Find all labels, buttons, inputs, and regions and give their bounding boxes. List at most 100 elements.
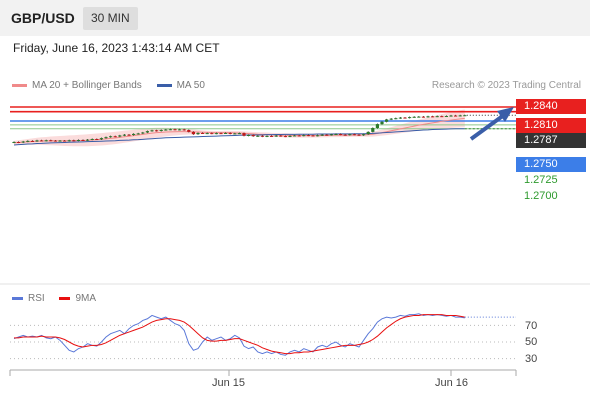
legend-9ma: 9MA: [59, 293, 96, 304]
copyright-text: Research © 2023 Trading Central: [431, 80, 581, 91]
candle-body: [431, 116, 435, 118]
candle-body: [251, 134, 255, 137]
candle-body: [136, 133, 140, 135]
candle-body: [178, 129, 182, 131]
candle-body: [389, 118, 393, 120]
candle-body: [293, 135, 297, 137]
candle-body: [118, 135, 122, 137]
candle-body: [49, 140, 53, 142]
legend-swatch: [12, 83, 27, 87]
candle-body: [224, 132, 228, 134]
candle-body: [104, 137, 108, 139]
candle-body: [302, 135, 306, 137]
legend-label: MA 20 + Bollinger Bands: [32, 80, 142, 91]
target-arrow-shaft: [469, 113, 506, 141]
candle-body: [283, 136, 287, 138]
candle-body: [421, 116, 425, 118]
candle-body: [329, 134, 333, 136]
candle-body: [449, 115, 453, 117]
candle-body: [362, 134, 366, 136]
level-label-1.2725: 1.2725: [524, 174, 558, 186]
x-tick-jun15: Jun 15: [212, 377, 246, 389]
candle-body: [260, 135, 264, 137]
candle-body: [394, 118, 398, 120]
bollinger-band: [14, 109, 465, 147]
rsi-tick-70: 70: [525, 320, 538, 332]
candle-body: [53, 140, 57, 142]
candle-body: [90, 139, 94, 141]
candle-body: [256, 135, 260, 137]
legend-ma20: MA 20 + Bollinger Bands: [12, 80, 142, 91]
legend-ma50: MA 50: [156, 80, 205, 91]
candle-body: [196, 132, 200, 135]
candle-body: [21, 141, 25, 143]
candle-body: [463, 115, 467, 117]
candle-body: [58, 140, 62, 142]
candle-body: [127, 134, 131, 136]
candle-body: [440, 116, 444, 118]
candle-body: [191, 131, 195, 135]
candle-body: [132, 133, 136, 135]
candle-body: [339, 134, 343, 136]
legend-label: MA 50: [176, 80, 205, 91]
candle-body: [417, 116, 421, 118]
candle-body: [141, 132, 145, 134]
candle-body: [122, 134, 126, 136]
rsi-tick-50: 50: [525, 336, 538, 348]
timestamp: Friday, June 16, 2023 1:43:14 AM CET: [13, 41, 220, 55]
candle-body: [159, 130, 163, 132]
candle-body: [63, 140, 67, 142]
candle-body: [173, 129, 177, 131]
legend-rsi: RSI: [12, 293, 45, 304]
ma50-line: [13, 128, 465, 146]
candle-body: [297, 135, 301, 137]
candle-body: [86, 139, 90, 141]
rsi-line: [13, 313, 465, 356]
candle-body: [214, 133, 218, 135]
x-tick-jun16: Jun 16: [435, 377, 469, 389]
candle-body: [95, 139, 99, 141]
candle-body: [40, 140, 44, 142]
legend-label: 9MA: [75, 293, 97, 304]
candle-body: [30, 140, 34, 142]
candle-body: [76, 139, 80, 141]
candle-body: [380, 121, 384, 125]
candle-body: [145, 131, 149, 133]
candle-body: [334, 134, 338, 136]
timeframe-badge[interactable]: 30 MIN: [83, 7, 138, 30]
candle-body: [320, 134, 324, 136]
candle-body: [325, 134, 329, 136]
rsi-tick-30: 30: [525, 353, 538, 365]
level-label-1.2750: 1.2750: [516, 157, 586, 172]
candle-body: [242, 133, 246, 136]
candle-body: [35, 140, 39, 142]
candle-body: [444, 116, 448, 118]
candle-body: [26, 140, 30, 142]
candle-body: [270, 135, 274, 137]
pair-title: GBP/USD: [11, 10, 75, 26]
candle-body: [357, 134, 361, 136]
candle-body: [366, 131, 370, 135]
rsi-legend: RSI 9MA: [12, 293, 108, 304]
legend-swatch: [12, 296, 23, 300]
candle-body: [371, 127, 375, 132]
candle-body: [233, 133, 237, 135]
candle-body: [247, 134, 251, 136]
candle-body: [385, 119, 389, 122]
candle-body: [228, 132, 232, 134]
level-label-1.2810: 1.2810: [516, 118, 586, 133]
candle-body: [375, 124, 379, 128]
candle-body: [311, 135, 315, 137]
candle-body: [99, 138, 103, 140]
candle-body: [113, 136, 117, 138]
candle-body: [219, 133, 223, 135]
candle-body: [403, 117, 407, 119]
candle-body: [182, 129, 186, 131]
candle-body: [201, 132, 205, 134]
candle-body: [454, 115, 458, 117]
candle-body: [458, 115, 462, 117]
candle-body: [44, 140, 48, 142]
level-label-1.2840: 1.2840: [516, 99, 586, 114]
